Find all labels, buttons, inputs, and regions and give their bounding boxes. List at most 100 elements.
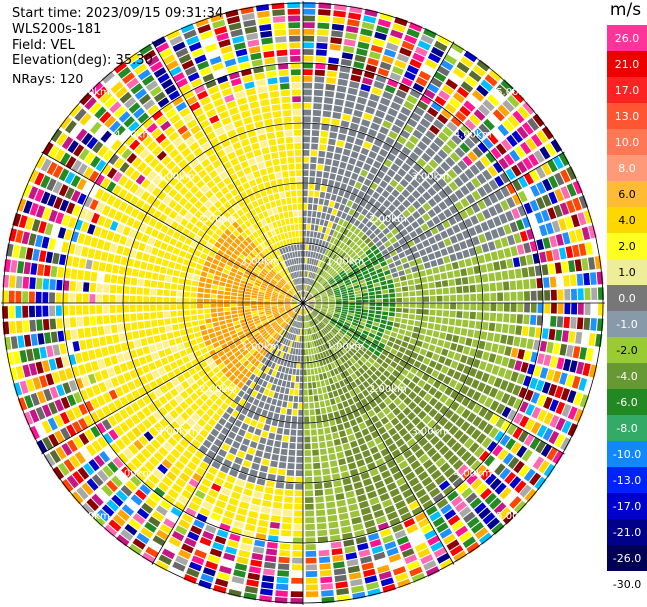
range-gate-cell bbox=[315, 298, 321, 301]
range-gate-cell bbox=[449, 287, 456, 294]
range-gate-cell bbox=[509, 149, 521, 162]
range-gate-cell bbox=[539, 251, 547, 263]
range-gate-cell bbox=[149, 158, 160, 169]
range-gate-cell bbox=[210, 512, 222, 522]
range-gate-cell bbox=[99, 336, 107, 346]
range-gate-cell bbox=[303, 176, 309, 183]
range-gate-cell bbox=[423, 393, 433, 403]
range-gate-cell bbox=[49, 279, 56, 290]
range-gate-cell bbox=[218, 316, 225, 321]
range-gate-cell bbox=[69, 103, 82, 118]
range-gate-cell bbox=[291, 288, 296, 294]
range-gate-cell bbox=[389, 72, 402, 82]
range-gate-cell bbox=[297, 423, 303, 430]
range-gate-cell bbox=[388, 262, 396, 269]
range-gate-cell bbox=[396, 334, 404, 340]
range-gate-cell bbox=[476, 312, 483, 320]
range-gate-cell bbox=[240, 223, 248, 231]
range-gate-cell bbox=[360, 398, 368, 406]
range-gate-cell bbox=[97, 272, 105, 282]
range-gate-cell bbox=[392, 369, 400, 378]
range-gate-cell bbox=[443, 485, 455, 496]
range-gate-cell bbox=[466, 194, 476, 205]
range-gate-cell bbox=[170, 290, 177, 297]
range-gate-cell bbox=[281, 366, 286, 373]
range-gate-cell bbox=[471, 177, 481, 188]
range-gate-cell bbox=[353, 332, 360, 339]
range-gate-cell bbox=[324, 97, 334, 105]
range-gate-cell bbox=[409, 303, 416, 308]
range-gate-cell bbox=[216, 371, 224, 379]
range-gate-cell bbox=[210, 185, 220, 194]
range-gate-cell bbox=[194, 549, 207, 559]
range-gate-cell bbox=[455, 417, 465, 428]
range-gate-cell bbox=[299, 389, 303, 396]
range-gate-cell bbox=[19, 350, 28, 363]
range-gate-cell bbox=[444, 103, 457, 114]
range-gate-cell bbox=[144, 226, 153, 235]
range-gate-cell bbox=[345, 214, 352, 222]
range-gate-cell bbox=[207, 328, 215, 334]
range-gate-cell bbox=[305, 322, 307, 328]
range-gate-cell bbox=[332, 262, 338, 269]
range-gate-cell bbox=[378, 223, 386, 231]
range-gate-cell bbox=[269, 405, 276, 412]
range-gate-cell bbox=[390, 101, 401, 111]
range-gate-cell bbox=[271, 419, 278, 427]
range-gate-cell bbox=[381, 470, 391, 479]
range-gate-cell bbox=[257, 303, 264, 306]
range-gate-cell bbox=[471, 256, 479, 265]
range-gate-cell bbox=[143, 431, 154, 442]
range-gate-cell bbox=[128, 543, 143, 556]
range-gate-cell bbox=[391, 433, 401, 442]
range-gate-cell bbox=[310, 280, 315, 286]
range-gate-cell bbox=[69, 293, 76, 303]
range-gate-cell bbox=[456, 286, 463, 294]
range-gate-cell bbox=[377, 18, 391, 28]
range-gate-cell bbox=[307, 210, 312, 217]
range-gate-cell bbox=[348, 350, 355, 357]
range-gate-cell bbox=[216, 529, 229, 539]
range-gate-cell bbox=[329, 43, 342, 51]
range-gate-cell bbox=[242, 261, 249, 267]
range-gate-cell bbox=[136, 304, 143, 312]
range-gate-cell bbox=[379, 392, 388, 401]
range-gate-cell bbox=[59, 199, 70, 212]
range-gate-cell bbox=[281, 254, 286, 261]
range-gate-cell bbox=[387, 245, 395, 252]
range-gate-cell bbox=[464, 137, 475, 149]
range-gate-cell bbox=[325, 357, 330, 364]
range-gate-cell bbox=[306, 591, 319, 598]
range-gate-cell bbox=[219, 196, 228, 205]
range-gate-cell bbox=[262, 575, 275, 583]
range-gate-cell bbox=[332, 376, 338, 383]
range-gate-cell bbox=[362, 380, 370, 388]
range-gate-cell bbox=[229, 330, 237, 336]
range-gate-cell bbox=[237, 293, 244, 297]
range-gate-cell bbox=[437, 372, 446, 382]
range-gate-cell bbox=[329, 132, 338, 139]
range-gate-cell bbox=[442, 310, 450, 317]
range-gate-cell bbox=[73, 391, 83, 404]
range-gate-cell bbox=[367, 284, 374, 289]
range-gate-cell bbox=[133, 439, 144, 451]
range-gate-cell bbox=[430, 469, 442, 480]
range-gate-cell bbox=[357, 542, 369, 551]
range-gate-cell bbox=[234, 324, 241, 329]
range-gate-cell bbox=[366, 320, 373, 325]
range-gate-cell bbox=[184, 201, 193, 211]
range-gate-cell bbox=[578, 195, 589, 209]
range-gate-cell bbox=[248, 510, 259, 519]
range-gate-cell bbox=[288, 291, 293, 296]
range-gate-cell bbox=[295, 285, 299, 292]
range-gate-cell bbox=[291, 341, 295, 348]
range-gate-cell bbox=[186, 35, 200, 46]
range-gate-cell bbox=[350, 276, 357, 281]
range-gate-cell bbox=[532, 113, 545, 127]
range-gate-cell bbox=[289, 436, 296, 443]
range-gate-cell bbox=[323, 475, 332, 482]
range-gate-cell bbox=[224, 123, 234, 132]
range-gate-cell bbox=[124, 97, 137, 109]
range-gate-cell bbox=[236, 226, 244, 234]
range-gate-cell bbox=[277, 234, 282, 241]
